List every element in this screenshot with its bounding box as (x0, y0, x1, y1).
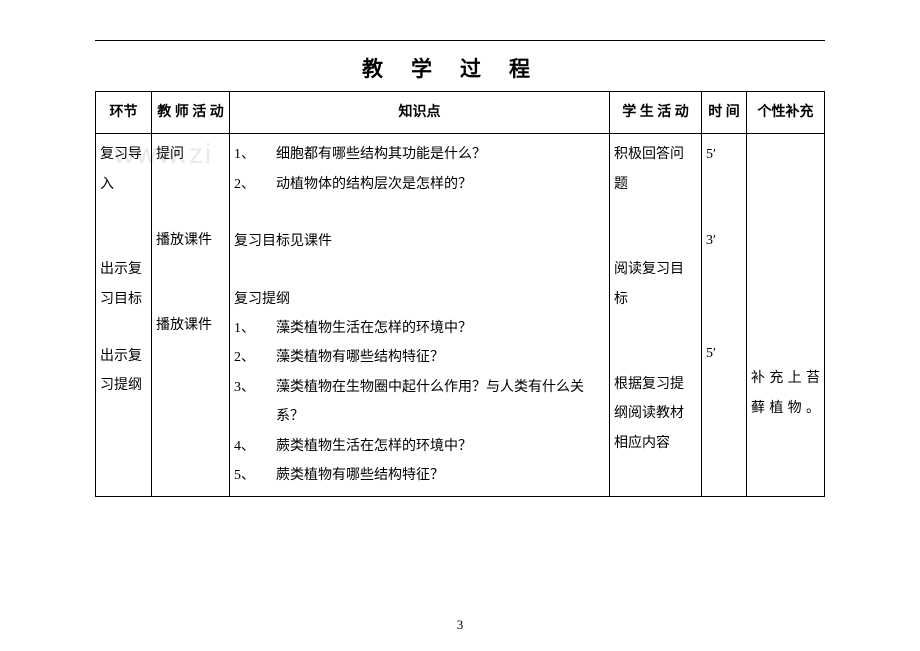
header-segment: 环节 (96, 92, 152, 134)
header-student: 学 生 活 动 (610, 92, 702, 134)
page-title: 教学过程 (95, 53, 825, 83)
know-outline-title: 复习提纲 (234, 285, 605, 314)
student-1: 积极回答问题 (614, 140, 697, 199)
header-teacher: 教 师 活 动 (152, 92, 230, 134)
cell-teacher: 提问 播放课件 播放课件 (152, 134, 230, 497)
list-text: 藻类植物在生物圈中起什么作用？与人类有什么关系？ (262, 373, 605, 432)
cell-student: 积极回答问题 阅读复习目标 根据复习提纲阅读教材相应内容 (610, 134, 702, 497)
teacher-2: 播放课件 (156, 226, 225, 255)
know-o1: 1、 藻类植物生活在怎样的环境中？ (234, 314, 605, 343)
list-number: 1、 (234, 314, 262, 343)
list-number: 4、 (234, 432, 262, 461)
page-container: 教学过程 环节 教 师 活 动 知识点 学 生 活 动 时 间 个性补充 复习导… (0, 0, 920, 497)
know-q2: 2、 动植物体的结构层次是怎样的？ (234, 170, 605, 199)
list-number: 2、 (234, 343, 262, 372)
segment-1: 复习导入 (100, 140, 147, 199)
top-rule (95, 40, 825, 41)
cell-segment: 复习导入 出示复习目标 出示复习提纲 (96, 134, 152, 497)
lesson-table: 环节 教 师 活 动 知识点 学 生 活 动 时 间 个性补充 复习导入 出示复… (95, 91, 825, 497)
table-header-row: 环节 教 师 活 动 知识点 学 生 活 动 时 间 个性补充 (96, 92, 825, 134)
list-text: 动植物体的结构层次是怎样的？ (262, 170, 605, 199)
list-number: 2、 (234, 170, 262, 199)
list-text: 蕨类植物有哪些结构特征？ (262, 461, 605, 490)
page-number: 3 (0, 617, 920, 633)
teacher-3: 播放课件 (156, 311, 225, 340)
list-text: 蕨类植物生活在怎样的环境中？ (262, 432, 605, 461)
segment-2: 出示复习目标 (100, 255, 147, 314)
know-q1: 1、 细胞都有哪些结构其功能是什么？ (234, 140, 605, 169)
time-2: 3′ (706, 226, 742, 255)
list-text: 藻类植物生活在怎样的环境中？ (262, 314, 605, 343)
header-notes: 个性补充 (747, 92, 825, 134)
student-2: 阅读复习目标 (614, 255, 697, 314)
know-o5: 5、 蕨类植物有哪些结构特征？ (234, 461, 605, 490)
header-knowledge: 知识点 (230, 92, 610, 134)
student-3: 根据复习提纲阅读教材相应内容 (614, 370, 697, 458)
header-time: 时 间 (702, 92, 747, 134)
know-goal: 复习目标见课件 (234, 227, 605, 256)
segment-3: 出示复习提纲 (100, 342, 147, 401)
teacher-1: 提问 (156, 140, 225, 169)
list-text: 藻类植物有哪些结构特征？ (262, 343, 605, 372)
know-o3: 3、 藻类植物在生物圈中起什么作用？与人类有什么关系？ (234, 373, 605, 432)
time-1: 5′ (706, 140, 742, 169)
list-number: 3、 (234, 373, 262, 432)
list-text: 细胞都有哪些结构其功能是什么？ (262, 140, 605, 169)
time-3: 5′ (706, 339, 742, 368)
know-o4: 4、 蕨类植物生活在怎样的环境中？ (234, 432, 605, 461)
cell-notes: 补充上苔藓植物。 (747, 134, 825, 497)
know-o2: 2、 藻类植物有哪些结构特征？ (234, 343, 605, 372)
table-row: 复习导入 出示复习目标 出示复习提纲 提问 播放课件 播放课件 1、 细胞都有哪… (96, 134, 825, 497)
list-number: 1、 (234, 140, 262, 169)
cell-knowledge: 1、 细胞都有哪些结构其功能是什么？ 2、 动植物体的结构层次是怎样的？ 复习目… (230, 134, 610, 497)
notes-3: 补充上苔藓植物。 (751, 364, 820, 423)
cell-time: 5′ 3′ 5′ (702, 134, 747, 497)
list-number: 5、 (234, 461, 262, 490)
